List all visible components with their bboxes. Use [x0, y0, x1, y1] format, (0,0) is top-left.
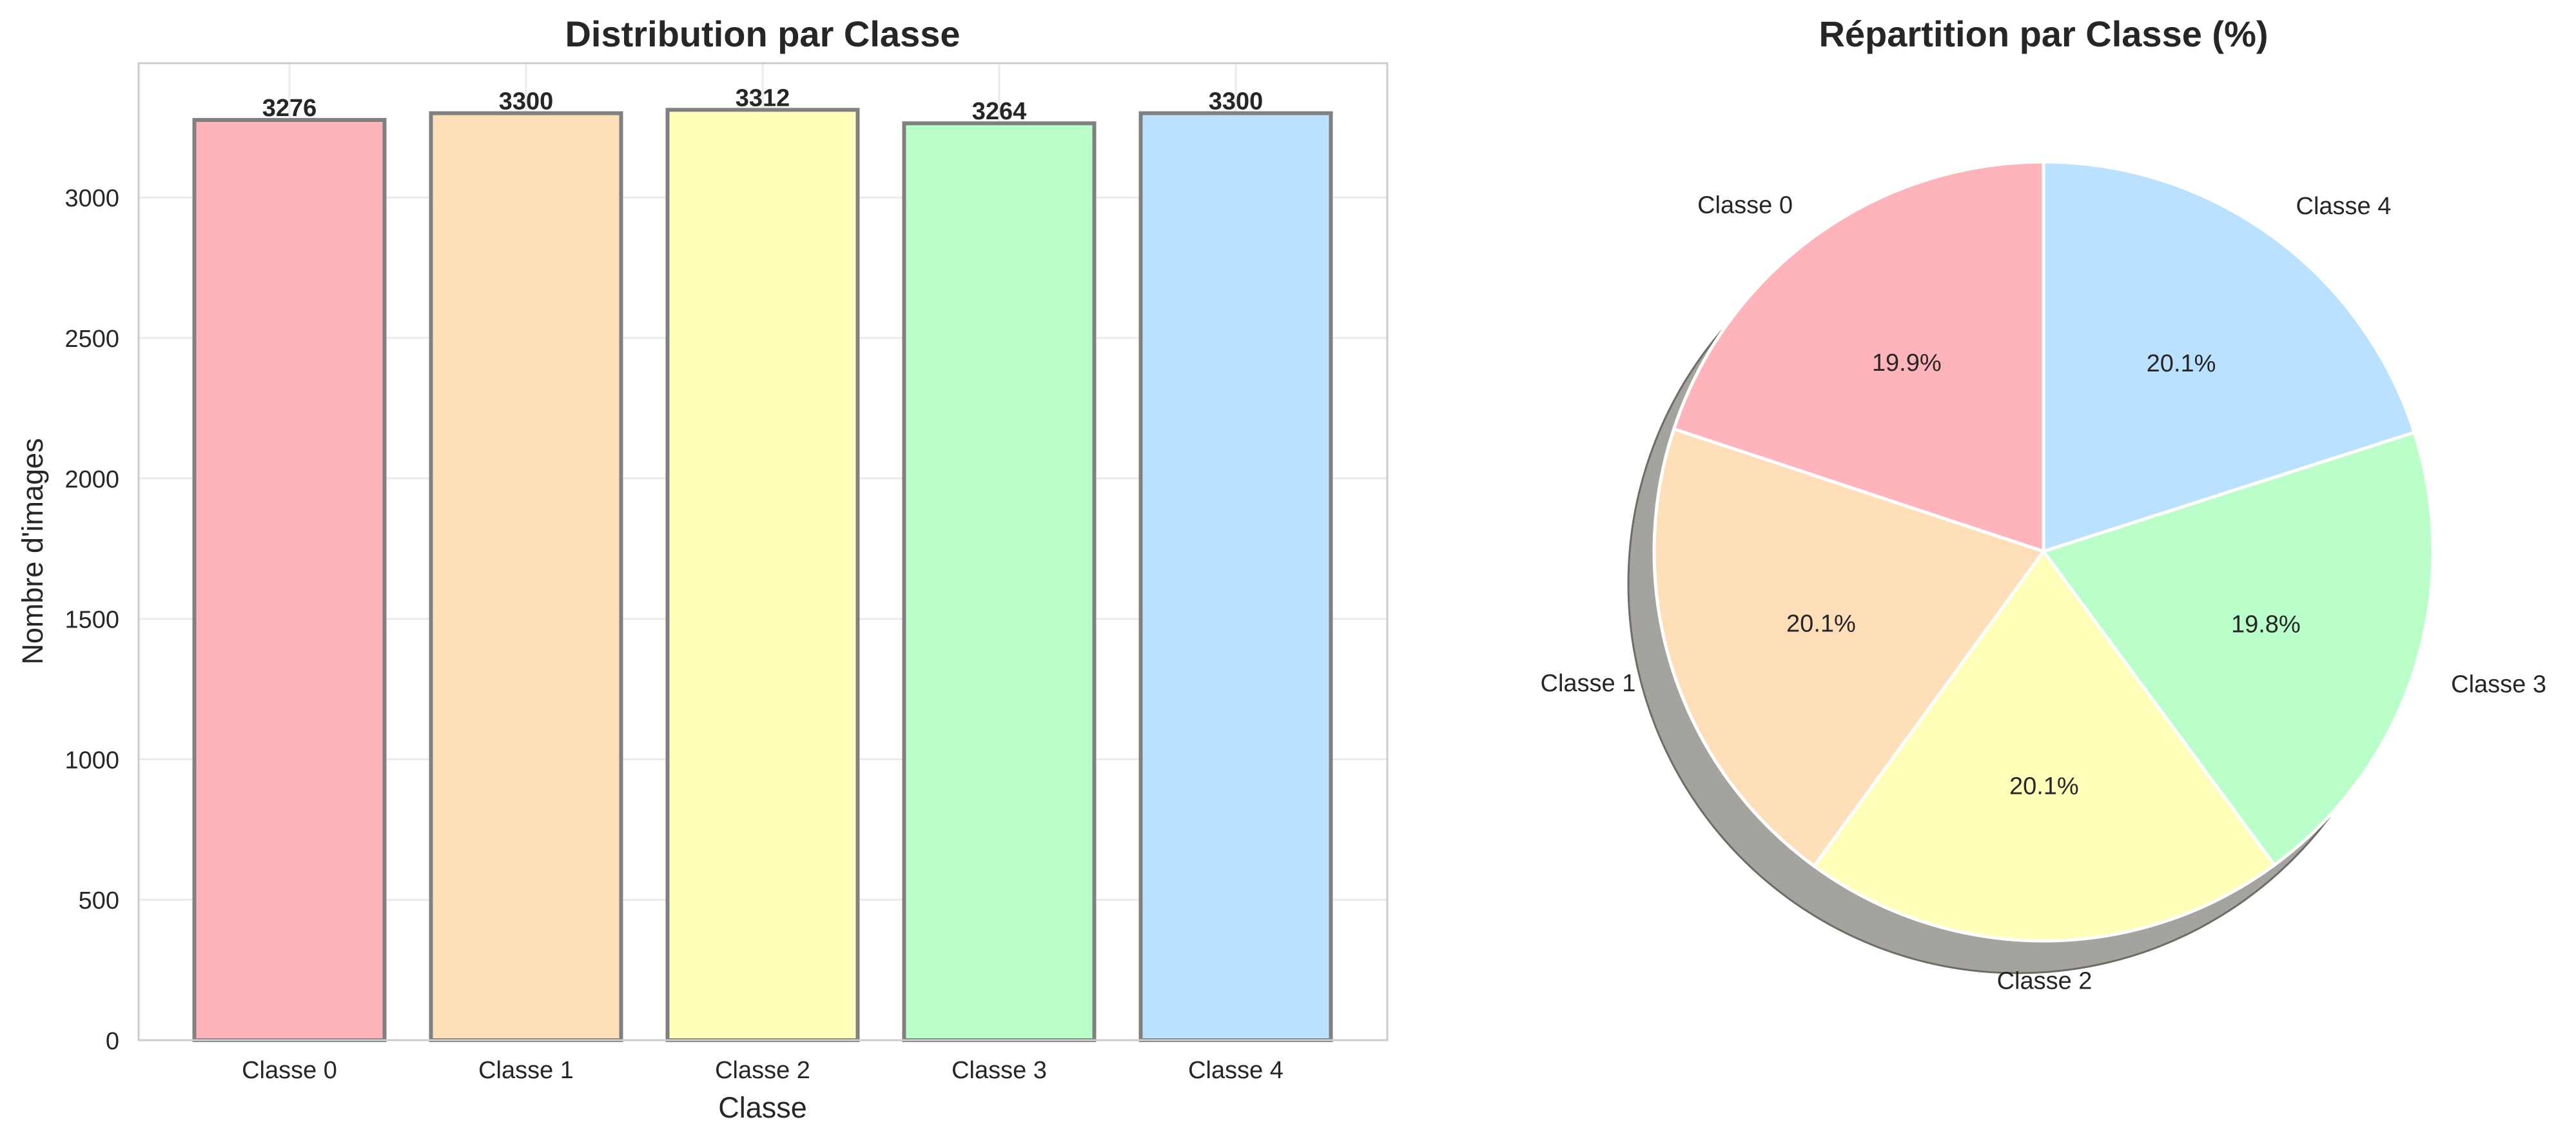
pie-chart-title: Répartition par Classe (%)	[1819, 14, 2268, 54]
bar-0	[192, 117, 387, 1042]
pie-percent-label: 20.1%	[2009, 773, 2079, 800]
y-tick-label: 2000	[64, 466, 119, 493]
y-tick-label: 0	[106, 1028, 119, 1055]
bar-value-label: 3276	[262, 95, 317, 122]
pie-category-label: Classe 1	[1541, 670, 1636, 697]
pie-category-label: Classe 4	[2296, 193, 2392, 220]
bar-2	[665, 108, 860, 1042]
x-tick-label: Classe 3	[951, 1057, 1047, 1084]
y-tick-label: 500	[79, 887, 119, 914]
x-tick-label: Classe 4	[1188, 1057, 1283, 1084]
pie-category-label: Classe 2	[1997, 967, 2093, 994]
x-tick-label: Classe 1	[478, 1057, 574, 1084]
pie-wedge-3	[2040, 430, 2435, 867]
x-tick-label: Classe 0	[242, 1057, 337, 1084]
x-axis-label: Classe	[718, 1091, 807, 1124]
pie-category-label: Classe 3	[2451, 671, 2546, 698]
bar-value-label: 3300	[499, 88, 554, 115]
y-tick-label: 1500	[64, 607, 119, 634]
bar-3	[902, 121, 1097, 1042]
pie-category-label: Classe 0	[1697, 192, 1793, 219]
bar-1	[429, 111, 623, 1043]
pie-percent-label: 19.8%	[2231, 611, 2301, 638]
bar-series: 3276 3300 3312 3264 3300	[192, 84, 1333, 1043]
bar-4	[1138, 111, 1333, 1043]
x-axis-ticks: Classe 0 Classe 1 Classe 2 Classe 3 Classe 4	[242, 1057, 1283, 1084]
y-tick-label: 1000	[64, 747, 119, 774]
x-tick-label: Classe 2	[715, 1057, 810, 1084]
pie-percent-label: 20.1%	[2147, 350, 2216, 377]
bar-value-label: 3264	[972, 98, 1027, 125]
y-axis-ticks: 0 500 1000 1500 2000 2500 3000	[64, 185, 119, 1055]
y-axis-label: Nombre d'images	[16, 438, 49, 664]
bar-chart-title: Distribution par Classe	[565, 14, 960, 54]
pie-wedges	[1652, 160, 2435, 943]
pie-labels: 19.9% Classe 0 20.1% Classe 1 20.1% Classe 2 1…	[1541, 192, 2546, 994]
pie-percent-label: 19.9%	[1872, 350, 1942, 377]
pie-wedge-1	[1652, 427, 2047, 869]
y-tick-label: 2500	[64, 326, 119, 353]
bar-value-label: 3300	[1209, 88, 1264, 115]
pie-percent-label: 20.1%	[1786, 611, 1856, 638]
pie-chart: Répartition par Classe (%) 19.9% Classe 0…	[1541, 14, 2546, 994]
bar-chart: Distribution par Classe 3276 3300 3312 3264…	[16, 14, 1389, 1124]
pie-wedge-0	[1672, 160, 2045, 554]
y-tick-label: 3000	[64, 185, 119, 212]
bar-value-label: 3312	[736, 84, 790, 112]
bar-plot-frame	[137, 62, 1389, 1041]
pie-wedge-4	[2042, 160, 2417, 554]
pie-wedge-2	[1811, 548, 2277, 943]
